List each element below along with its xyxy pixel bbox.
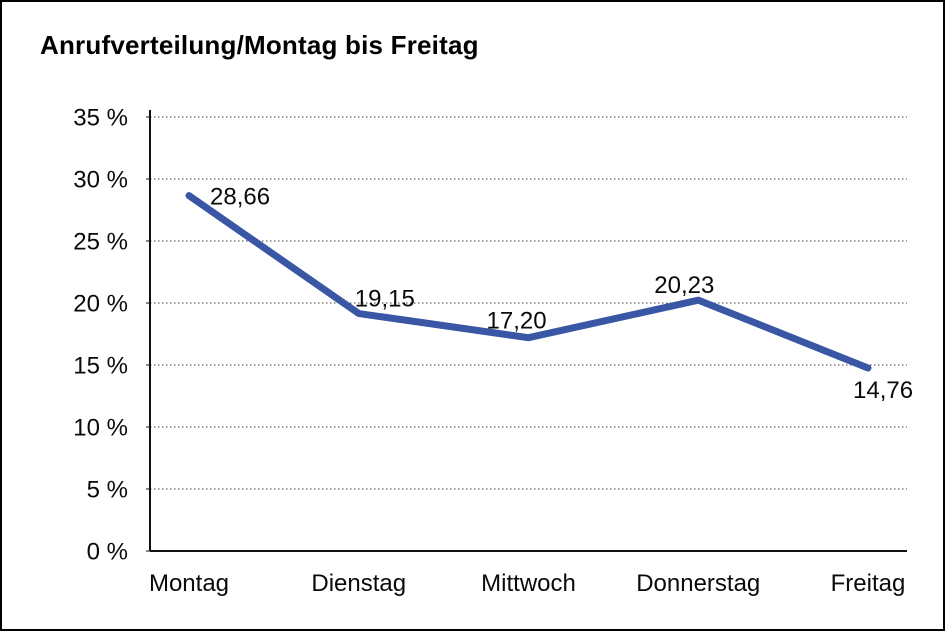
data-label: 28,66: [210, 184, 270, 211]
y-tick-label: 0 %: [87, 539, 128, 566]
chart-title: Anrufverteilung/Montag bis Freitag: [40, 30, 479, 60]
y-tick-label: 25 %: [73, 229, 128, 256]
y-tick-label: 35 %: [73, 105, 128, 132]
data-label: 19,15: [355, 286, 415, 313]
y-tick-label: 30 %: [73, 167, 128, 194]
x-category-label: Mittwoch: [481, 570, 576, 597]
data-label: 14,76: [853, 377, 913, 404]
data-series-line: [185, 192, 872, 372]
y-tick-label: 5 %: [87, 477, 128, 504]
x-category-label: Donnerstag: [636, 570, 760, 597]
x-category-label: Montag: [149, 570, 229, 597]
x-category-label: Dienstag: [311, 570, 406, 597]
x-category-label: Freitag: [831, 570, 906, 597]
data-label: 17,20: [487, 308, 547, 335]
y-tick-label: 15 %: [73, 353, 128, 380]
y-tick-label: 10 %: [73, 415, 128, 442]
data-label: 20,23: [654, 272, 714, 299]
y-tick-label: 20 %: [73, 291, 128, 318]
